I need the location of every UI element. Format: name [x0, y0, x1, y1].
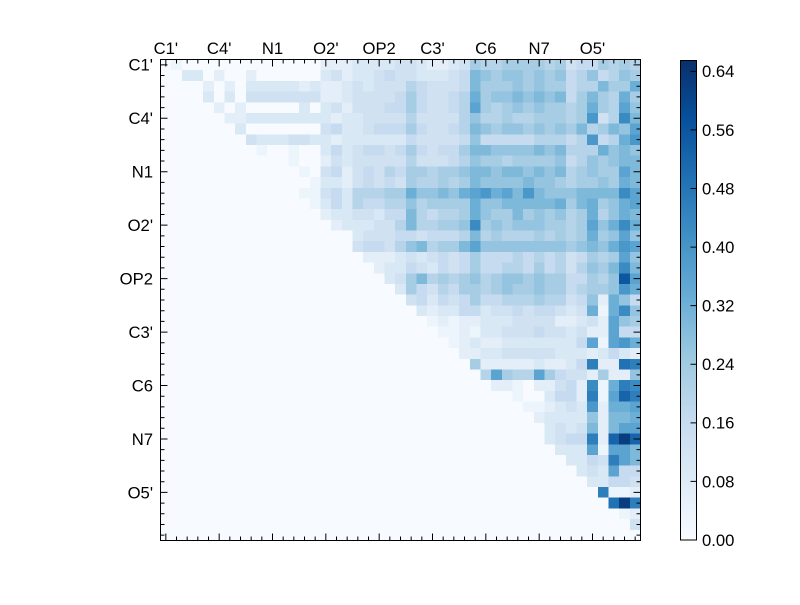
svg-text:C6: C6	[475, 39, 496, 58]
svg-text:0.64: 0.64	[702, 62, 734, 81]
svg-text:0.48: 0.48	[702, 179, 734, 198]
svg-text:0.24: 0.24	[702, 355, 734, 374]
svg-text:N7: N7	[132, 430, 153, 449]
svg-text:0.08: 0.08	[702, 472, 734, 491]
svg-text:C1': C1'	[129, 56, 153, 75]
svg-text:O2': O2'	[313, 39, 338, 58]
svg-text:0.32: 0.32	[702, 297, 734, 316]
svg-text:OP2: OP2	[120, 270, 153, 289]
svg-text:N1: N1	[132, 163, 153, 182]
svg-text:N1: N1	[262, 39, 283, 58]
svg-text:C6: C6	[132, 376, 153, 395]
svg-text:O5': O5'	[580, 39, 605, 58]
svg-text:0.16: 0.16	[702, 414, 734, 433]
svg-text:0.56: 0.56	[702, 121, 734, 140]
svg-text:OP2: OP2	[362, 39, 395, 58]
svg-text:0.00: 0.00	[702, 531, 734, 550]
svg-text:O2': O2'	[128, 216, 153, 235]
svg-text:C4': C4'	[129, 109, 153, 128]
svg-text:C3': C3'	[129, 323, 153, 342]
svg-text:O5': O5'	[128, 483, 153, 502]
svg-text:0.40: 0.40	[702, 238, 734, 257]
svg-text:C1': C1'	[154, 39, 178, 58]
svg-text:C3': C3'	[420, 39, 444, 58]
svg-text:C4': C4'	[207, 39, 231, 58]
svg-text:N7: N7	[529, 39, 550, 58]
